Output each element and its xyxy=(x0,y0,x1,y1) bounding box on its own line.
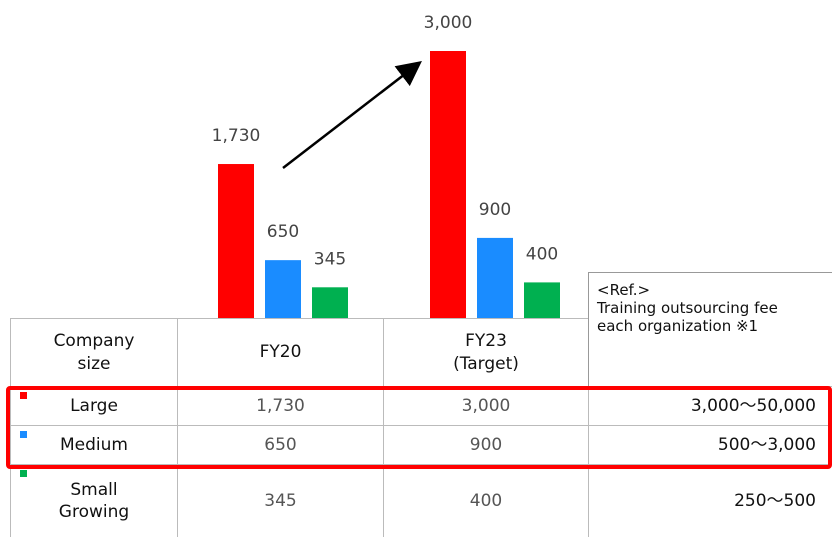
table-value: 3,000 xyxy=(383,386,588,425)
legend-swatch xyxy=(20,470,27,477)
row-label: Medium xyxy=(10,425,177,464)
bar xyxy=(524,282,560,318)
data-label: 345 xyxy=(314,249,346,269)
ref-value: 500～3,000 xyxy=(588,425,832,464)
data-label: 1,730 xyxy=(212,126,261,146)
table-value: 650 xyxy=(177,425,383,464)
legend-swatch xyxy=(20,392,27,399)
bar xyxy=(265,260,301,318)
data-label: 900 xyxy=(479,200,511,220)
data-label: 400 xyxy=(526,244,558,264)
arrow xyxy=(282,60,422,169)
data-label: 650 xyxy=(267,222,299,242)
bar xyxy=(430,51,466,318)
size-header: Company size xyxy=(10,318,177,386)
ref-value: 3,000～50,000 xyxy=(588,386,832,425)
table-value: 1,730 xyxy=(177,386,383,425)
table-value: 400 xyxy=(383,464,588,537)
bar xyxy=(312,287,348,318)
row-label: Small Growing xyxy=(10,464,177,537)
bar xyxy=(477,237,513,318)
category-header: FY23 (Target) xyxy=(383,318,588,386)
ref-value: 250～500 xyxy=(588,464,832,537)
row-label: Large xyxy=(10,386,177,425)
table-value: 345 xyxy=(177,464,383,537)
ref-header: <Ref.> Training outsourcing fee each org… xyxy=(588,272,832,386)
bar xyxy=(218,164,254,318)
data-label: 3,000 xyxy=(424,13,473,33)
category-header: FY20 xyxy=(177,318,383,386)
table-value: 900 xyxy=(383,425,588,464)
legend-swatch xyxy=(20,431,27,438)
